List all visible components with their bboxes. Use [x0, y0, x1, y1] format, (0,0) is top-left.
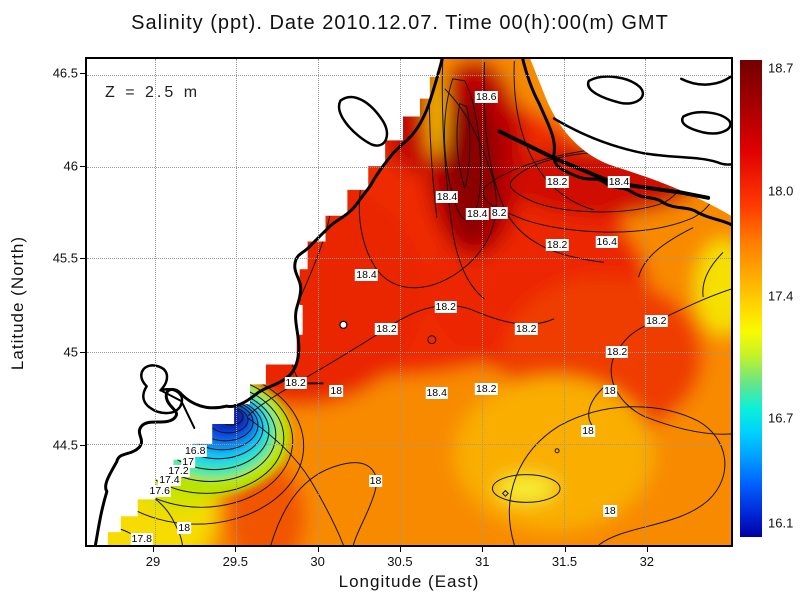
contour-label: 18.4	[607, 175, 631, 188]
contour-label: 18.2	[545, 238, 569, 251]
y-tick-label: 45.5	[52, 250, 78, 266]
x-axis-title: Longitude (East)	[338, 572, 480, 591]
x-tick-label: 31.5	[551, 554, 578, 569]
y-tick-label: 46.5	[52, 65, 78, 81]
y-tick-mark	[80, 73, 85, 75]
colorbar-tick-label: 17.4	[768, 288, 794, 304]
contour-label: 17.6	[148, 484, 171, 497]
contour-label: 18.4	[466, 207, 489, 220]
horizontal-gridline	[87, 75, 731, 77]
contour-label: 18.4	[425, 387, 448, 400]
x-tick-label: 30	[310, 554, 325, 569]
x-tick-mark	[317, 547, 319, 552]
figure-title: Salinity (ppt). Date 2010.12.07. Time 00…	[131, 12, 669, 34]
x-tick-label: 31	[474, 554, 490, 569]
contour-label: 18.2	[375, 322, 398, 335]
contour-label: 18	[581, 424, 595, 437]
contour-label: 18.2	[545, 175, 569, 188]
colorbar-tick-label: 16.1	[768, 515, 794, 531]
horizontal-gridline	[87, 351, 731, 353]
contour-label: 18.2	[434, 300, 457, 313]
x-tick-mark	[235, 547, 237, 552]
vertical-gridline	[645, 59, 647, 545]
vertical-gridline	[399, 59, 401, 545]
y-tick-label: 44.5	[52, 437, 78, 453]
x-tick-label: 29	[145, 554, 161, 569]
contour-label: 17.2	[167, 464, 190, 477]
colorbar-tick-label: 18.7	[768, 60, 794, 76]
horizontal-gridline	[87, 443, 731, 445]
y-tick-label: 46	[63, 158, 78, 174]
station-markers	[339, 320, 560, 497]
contour-label: 18.4	[435, 191, 459, 204]
contour-label: 18	[603, 385, 617, 398]
horizontal-gridline	[87, 166, 731, 168]
x-tick-mark	[482, 547, 484, 552]
x-tick-label: 32	[639, 554, 655, 569]
x-tick-mark	[399, 547, 401, 552]
colorbar-tick-label: 16.7	[768, 410, 794, 426]
vertical-gridline	[236, 59, 238, 545]
contour-label: 17.4	[158, 474, 181, 487]
y-tick-mark	[80, 257, 85, 259]
horizontal-gridline	[87, 258, 731, 260]
contour-label: 18.2	[645, 314, 668, 327]
contour-label: 18	[177, 521, 192, 534]
contour-label: 18.6	[475, 90, 498, 103]
y-tick-mark	[80, 351, 85, 353]
vertical-gridline	[563, 59, 565, 545]
contour-label: 18.2	[475, 382, 498, 395]
vertical-gridline	[154, 59, 156, 545]
depth-annotation: Z = 2.5 m	[105, 84, 201, 101]
contour-label: 18	[368, 475, 383, 488]
contour-label: 18	[603, 505, 617, 518]
y-tick-mark	[80, 165, 85, 167]
y-axis-title: Latitude (North)	[8, 235, 27, 371]
vertical-gridline	[481, 59, 483, 545]
map-plot-area: 18.6 18.2 18.4 18.4 18.4 8.2 18.4 18.2 16.4 18.2 1…	[85, 57, 733, 547]
salinity-map-canvas	[87, 59, 731, 545]
vertical-gridline	[318, 59, 320, 545]
x-tick-mark	[564, 547, 566, 552]
contour-label: 18	[329, 385, 344, 398]
x-tick-mark	[153, 547, 155, 552]
colorbar	[740, 60, 762, 537]
y-tick-label: 45	[63, 344, 78, 360]
colorbar-tick-label: 18.0	[768, 183, 794, 199]
x-tick-label: 29.5	[222, 554, 248, 569]
contour-label: 16.4	[595, 235, 618, 248]
x-tick-mark	[646, 547, 648, 552]
x-tick-label: 30.5	[387, 554, 413, 569]
contour-label: 18.2	[514, 322, 538, 335]
contour-label: 17.8	[130, 533, 153, 546]
contour-label: 18.2	[284, 377, 307, 390]
y-tick-mark	[80, 445, 85, 447]
contour-label: 18.2	[605, 345, 629, 358]
land-mask	[87, 59, 731, 545]
contour-label: 8.2	[490, 206, 508, 219]
contour-label: 18.4	[355, 269, 378, 282]
contour-label: 16.8	[183, 444, 207, 457]
